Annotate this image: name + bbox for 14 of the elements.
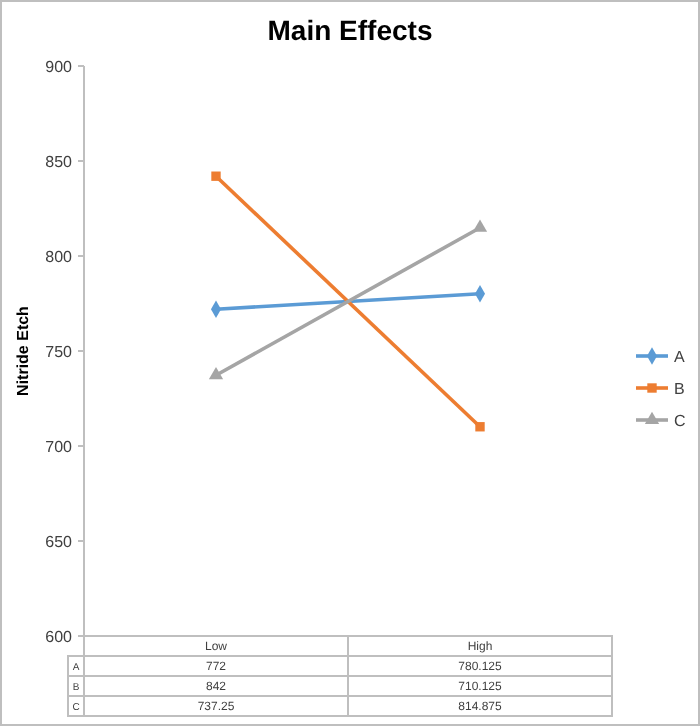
y-tick-label: 850: [45, 152, 74, 171]
point: [475, 422, 485, 432]
legend-label: A: [674, 347, 686, 366]
y-tick-label: 600: [45, 627, 74, 646]
legend-label: C: [674, 411, 686, 430]
y-tick-label: 800: [45, 247, 74, 266]
chart-title: Main Effects: [267, 14, 433, 46]
point: [211, 171, 221, 181]
y-axis-title: Nitride Etch: [14, 305, 32, 396]
legend-label: B: [674, 379, 685, 398]
y-tick-label: 700: [45, 437, 74, 456]
y-tick-label: 900: [45, 57, 74, 76]
y-tick-label: 650: [45, 532, 74, 551]
y-tick-label: 750: [45, 342, 74, 361]
